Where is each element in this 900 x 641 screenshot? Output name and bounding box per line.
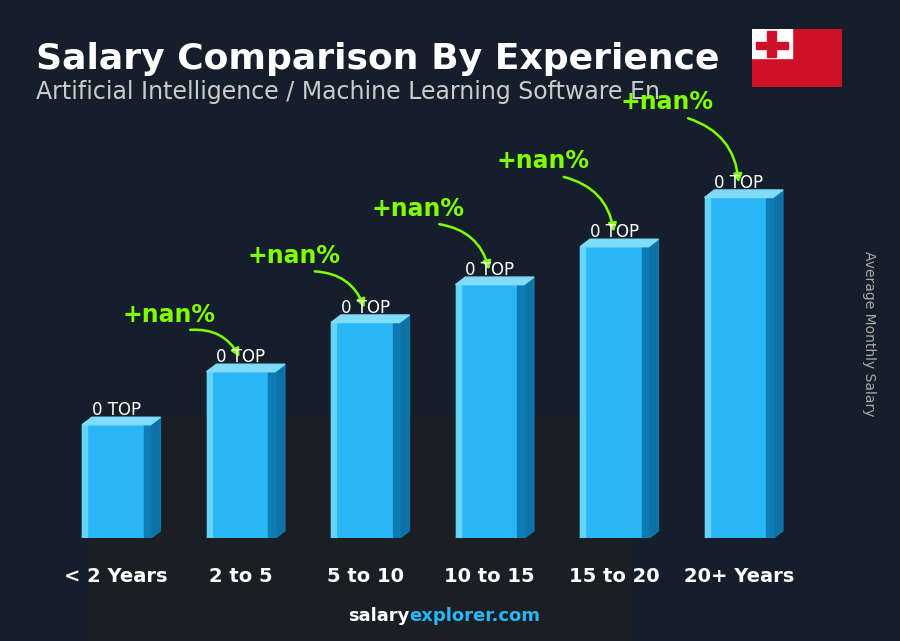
Bar — [206, 372, 275, 538]
Bar — [90, 417, 630, 641]
Bar — [331, 322, 400, 538]
Polygon shape — [580, 239, 659, 247]
Bar — [518, 285, 524, 538]
Polygon shape — [649, 239, 659, 538]
Text: +nan%: +nan% — [123, 303, 216, 327]
Polygon shape — [400, 315, 410, 538]
Bar — [766, 197, 773, 538]
Bar — [144, 425, 150, 538]
Text: 0 TOP: 0 TOP — [216, 348, 266, 366]
Text: salary: salary — [348, 607, 410, 625]
Text: +nan%: +nan% — [248, 244, 340, 268]
Polygon shape — [82, 417, 160, 425]
Text: < 2 Years: < 2 Years — [65, 567, 168, 587]
Bar — [82, 425, 150, 538]
Text: 20+ Years: 20+ Years — [684, 567, 794, 587]
Bar — [705, 197, 710, 538]
Polygon shape — [275, 364, 285, 538]
Bar — [756, 42, 788, 49]
Bar — [206, 372, 212, 538]
Bar — [82, 425, 87, 538]
Text: +nan%: +nan% — [372, 197, 465, 221]
Polygon shape — [455, 277, 534, 285]
Bar — [580, 247, 586, 538]
Polygon shape — [773, 190, 783, 538]
Text: 0 TOP: 0 TOP — [715, 174, 763, 192]
Text: Salary Comparison By Experience: Salary Comparison By Experience — [36, 42, 719, 76]
Bar — [392, 322, 400, 538]
Bar — [642, 247, 649, 538]
Bar — [268, 372, 275, 538]
Text: 5 to 10: 5 to 10 — [327, 567, 404, 587]
Text: Average Monthly Salary: Average Monthly Salary — [861, 251, 876, 416]
Text: explorer.com: explorer.com — [410, 607, 541, 625]
Bar — [752, 29, 792, 58]
Text: 0 TOP: 0 TOP — [92, 401, 140, 419]
Bar — [580, 247, 649, 538]
Text: +nan%: +nan% — [497, 149, 590, 173]
Text: 10 to 15: 10 to 15 — [445, 567, 536, 587]
Text: 2 to 5: 2 to 5 — [209, 567, 273, 587]
Bar — [455, 285, 461, 538]
Text: Artificial Intelligence / Machine Learning Software En: Artificial Intelligence / Machine Learni… — [36, 80, 660, 104]
Polygon shape — [524, 277, 534, 538]
Text: +nan%: +nan% — [621, 90, 714, 114]
Text: 0 TOP: 0 TOP — [590, 223, 639, 241]
Polygon shape — [705, 190, 783, 197]
Text: 0 TOP: 0 TOP — [465, 261, 514, 279]
Bar — [767, 31, 776, 56]
Bar — [455, 285, 524, 538]
Bar — [705, 197, 773, 538]
Polygon shape — [331, 315, 410, 322]
Text: 15 to 20: 15 to 20 — [569, 567, 660, 587]
Polygon shape — [206, 364, 285, 372]
Polygon shape — [150, 417, 160, 538]
Bar — [331, 322, 337, 538]
Text: 0 TOP: 0 TOP — [341, 299, 390, 317]
